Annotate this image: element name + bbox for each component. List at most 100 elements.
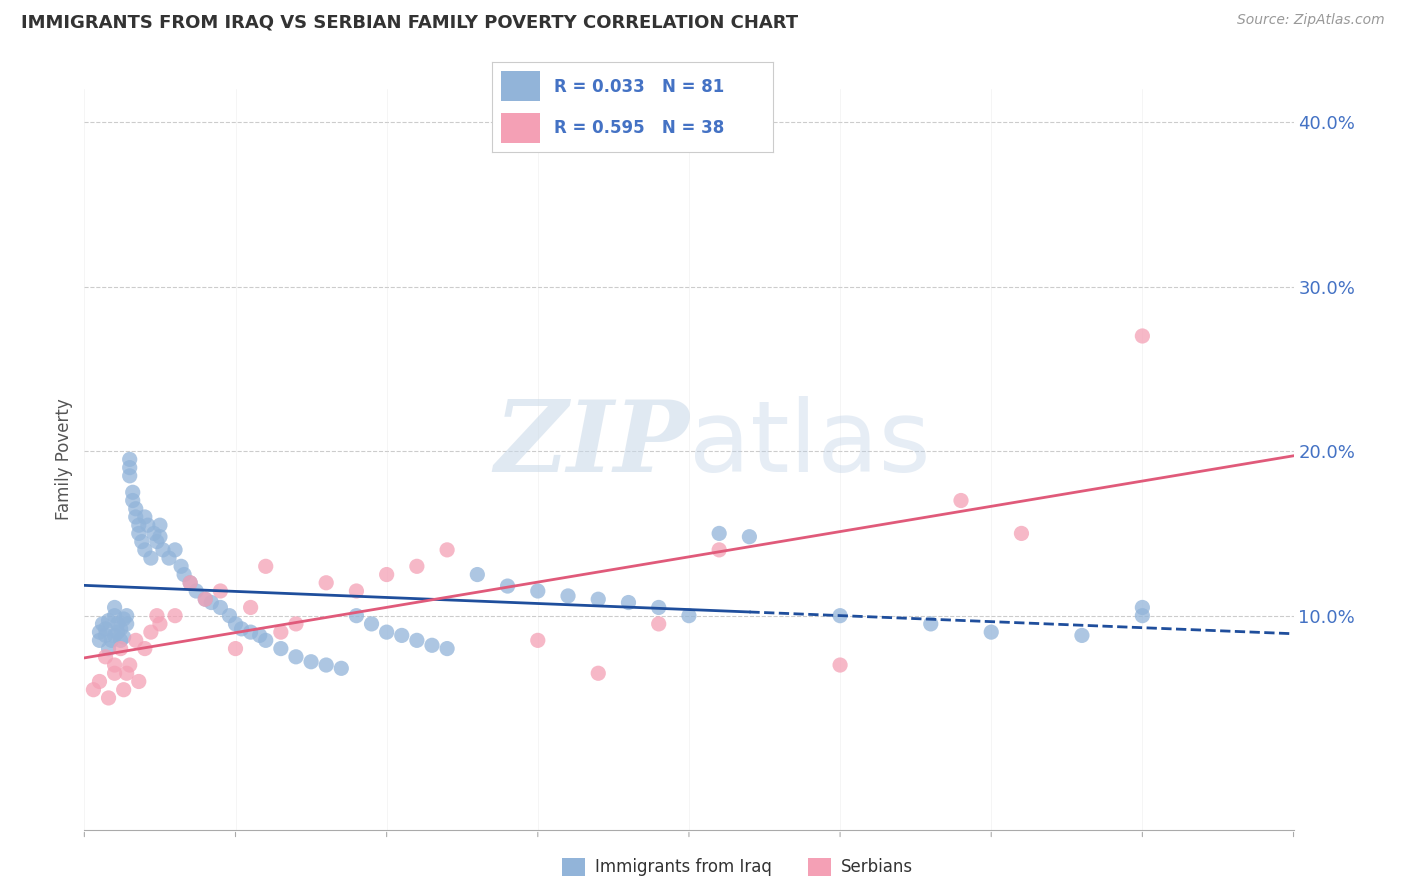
Point [1071, 628, 1094, 642]
Point [406, 633, 429, 648]
Point [125, 510, 148, 524]
Text: Source: ZipAtlas.com: Source: ZipAtlas.com [1237, 13, 1385, 28]
Point [1130, 608, 1153, 623]
Point [125, 501, 148, 516]
Point [648, 616, 671, 631]
Point [194, 592, 217, 607]
Point [134, 641, 156, 656]
Point [104, 600, 127, 615]
Point [149, 518, 172, 533]
Point [527, 633, 550, 648]
Point [115, 608, 138, 623]
Point [134, 542, 156, 557]
Point [142, 526, 165, 541]
Point [391, 628, 413, 642]
Point [118, 468, 141, 483]
Point [115, 616, 138, 631]
Point [330, 661, 353, 675]
Point [118, 658, 141, 673]
Point [588, 666, 610, 681]
Point [125, 633, 148, 648]
Point [678, 608, 700, 623]
Point [225, 616, 247, 631]
Point [104, 608, 127, 623]
Point [270, 625, 292, 640]
Point [375, 625, 398, 640]
Point [1130, 329, 1153, 343]
Point [89, 625, 111, 640]
Text: R = 0.033   N = 81: R = 0.033 N = 81 [554, 78, 724, 95]
Point [121, 485, 143, 500]
Point [82, 682, 104, 697]
Point [285, 616, 308, 631]
Point [118, 460, 141, 475]
Point [360, 616, 382, 631]
Point [406, 559, 429, 574]
Point [315, 658, 337, 673]
Text: Immigrants from Iraq: Immigrants from Iraq [595, 858, 772, 876]
Point [136, 518, 159, 533]
Point [496, 579, 519, 593]
Point [131, 534, 153, 549]
Point [209, 584, 232, 599]
Point [186, 584, 208, 599]
Point [285, 649, 308, 664]
Point [209, 600, 232, 615]
Point [194, 592, 217, 607]
Point [299, 655, 322, 669]
Point [107, 616, 129, 631]
Point [146, 534, 169, 549]
Point [179, 575, 201, 590]
Point [170, 559, 193, 574]
Bar [501, 71, 540, 101]
Point [738, 530, 761, 544]
Text: R = 0.595   N = 38: R = 0.595 N = 38 [554, 119, 724, 136]
Point [225, 641, 247, 656]
Point [94, 628, 117, 642]
Point [179, 575, 201, 590]
Point [100, 633, 122, 648]
Point [97, 614, 120, 628]
Point [375, 567, 398, 582]
Point [920, 616, 942, 631]
Point [97, 690, 120, 705]
Point [139, 625, 162, 640]
Point [139, 551, 162, 566]
Point [149, 530, 172, 544]
Text: IMMIGRANTS FROM IRAQ VS SERBIAN FAMILY POVERTY CORRELATION CHART: IMMIGRANTS FROM IRAQ VS SERBIAN FAMILY P… [21, 13, 799, 31]
Point [134, 510, 156, 524]
Point [254, 559, 277, 574]
Point [118, 452, 141, 467]
Point [1011, 526, 1033, 541]
Text: ZIP: ZIP [494, 396, 689, 492]
Point [110, 622, 132, 636]
Point [436, 641, 458, 656]
Point [527, 584, 550, 599]
Bar [501, 113, 540, 143]
Point [709, 542, 731, 557]
Point [152, 542, 174, 557]
Point [315, 575, 337, 590]
Point [254, 633, 277, 648]
Point [830, 608, 852, 623]
Point [146, 608, 169, 623]
Point [128, 674, 150, 689]
Point [121, 493, 143, 508]
Point [588, 592, 610, 607]
Point [617, 595, 640, 609]
Point [94, 649, 117, 664]
Point [104, 658, 127, 673]
Y-axis label: Family Poverty: Family Poverty [55, 399, 73, 520]
Point [239, 600, 262, 615]
Point [346, 584, 368, 599]
Point [97, 641, 120, 656]
Point [157, 551, 180, 566]
Point [218, 608, 240, 623]
Point [89, 633, 111, 648]
Point [91, 616, 114, 631]
Point [104, 628, 127, 642]
Point [980, 625, 1002, 640]
Point [115, 666, 138, 681]
Point [94, 622, 117, 636]
Point [648, 600, 671, 615]
